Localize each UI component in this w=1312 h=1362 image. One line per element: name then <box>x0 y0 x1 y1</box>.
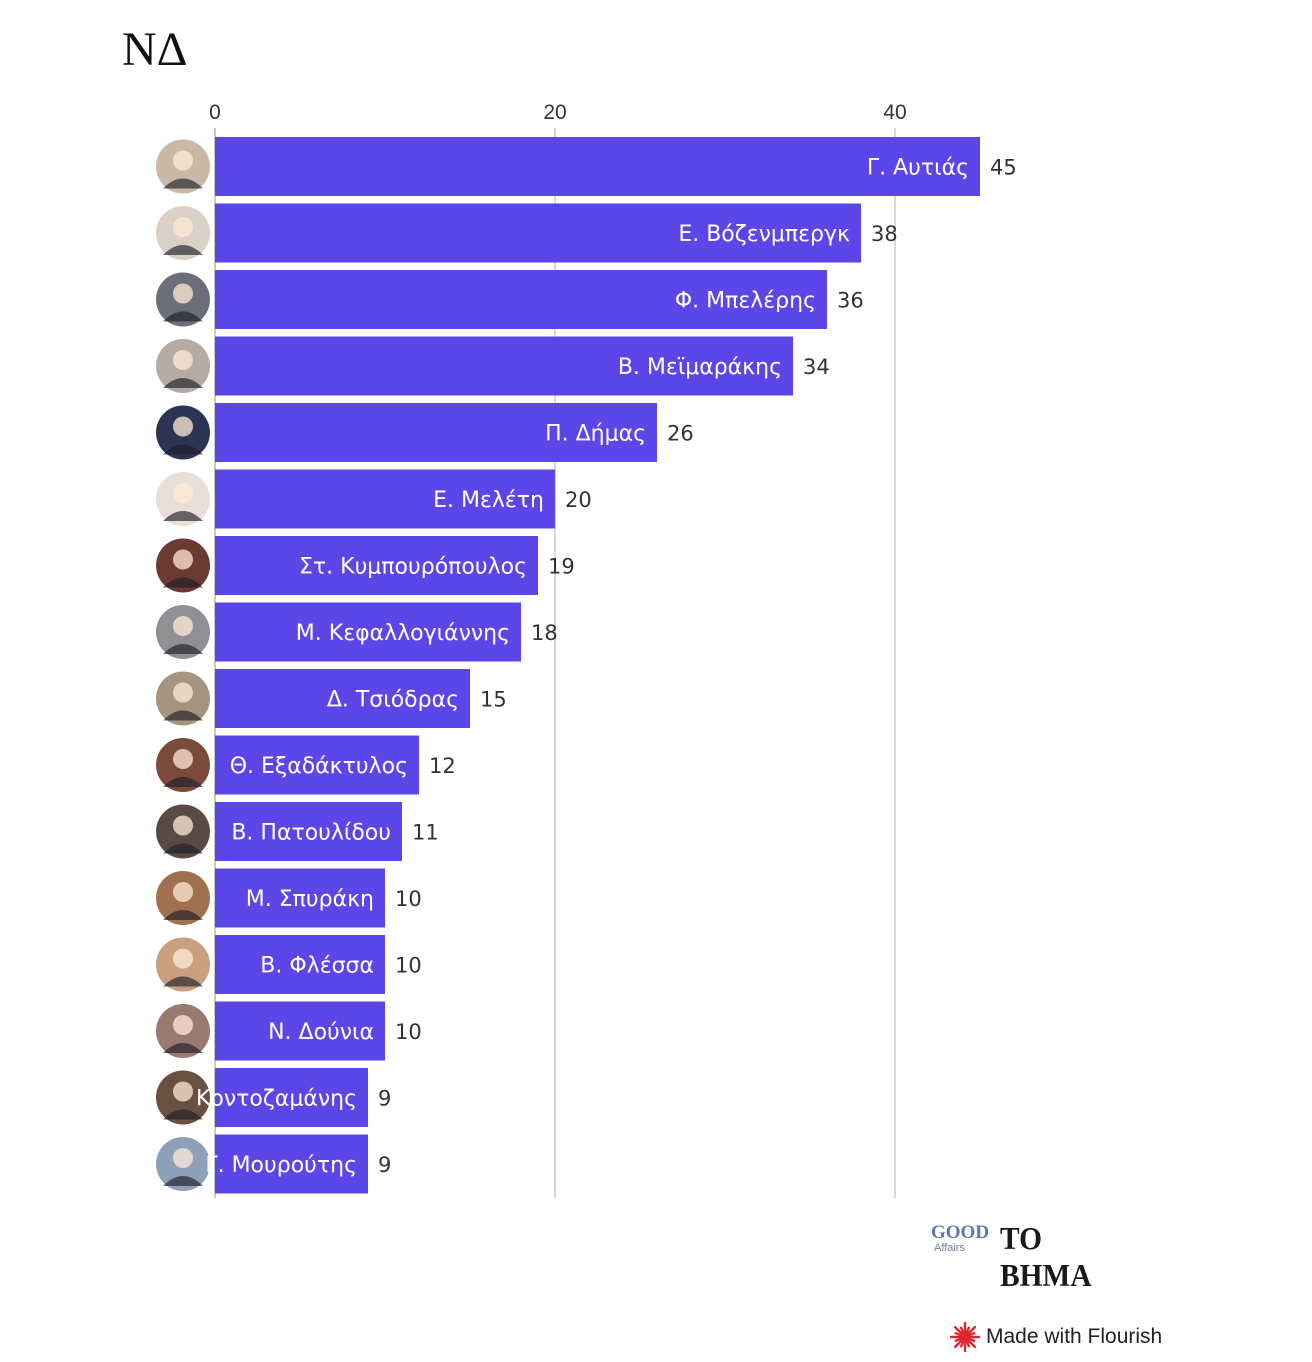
to-vima-logo: ΤΟ ΒΗΜΑ <box>1000 1220 1092 1293</box>
bar-value-label: 9 <box>378 1153 391 1177</box>
avatar <box>156 206 210 260</box>
avatar <box>156 937 210 992</box>
bar-value-label: 11 <box>412 821 439 845</box>
bar-name-label: Ε. Βόζενμπεργκ <box>678 222 850 247</box>
bar-value-label: 10 <box>395 1020 422 1044</box>
avatar <box>156 738 210 792</box>
avatar <box>156 804 210 859</box>
bar <box>215 669 470 728</box>
bar-value-label: 12 <box>429 754 456 778</box>
x-axis-ticks: 0 20 40 <box>209 101 907 124</box>
bar-value-label: 26 <box>667 422 694 446</box>
bar-value-label: 45 <box>990 156 1017 180</box>
avatar <box>156 605 210 659</box>
bar <box>215 802 402 861</box>
bar-name-label: Ν. Δούνια <box>268 1020 374 1045</box>
bar <box>215 1068 368 1127</box>
avatar <box>156 272 210 327</box>
bar-value-label: 19 <box>548 555 575 579</box>
bar-name-label: Γ. Αυτιάς <box>867 156 969 181</box>
avatar <box>156 538 210 593</box>
avatar <box>156 472 210 526</box>
bar-name-label: Στ. Κυμπουρόπουλος <box>299 555 527 580</box>
bar <box>215 868 385 928</box>
x-tick-label: 40 <box>883 101 906 124</box>
bar-value-label: 9 <box>378 1087 391 1111</box>
made-with-flourish-link[interactable]: Made with Flourish <box>950 1322 1162 1352</box>
bar-value-label: 10 <box>395 954 422 978</box>
bar-chart: 0 20 40 Γ. Αυτιάς 45 Ε. Βόζενμπεργκ 38 Φ. Μπελ… <box>156 101 1017 1198</box>
avatar <box>156 139 210 194</box>
avatars <box>156 139 210 1191</box>
bar <box>215 403 657 462</box>
bar-value-label: 36 <box>837 289 864 313</box>
x-tick-label: 0 <box>209 101 221 124</box>
avatar <box>156 871 210 925</box>
bar <box>215 203 861 263</box>
bar <box>215 602 521 662</box>
bar-name-label: Β. Φλέσσα <box>260 954 374 979</box>
avatar <box>156 671 210 726</box>
bar-value-label: 20 <box>565 488 592 512</box>
bar-name-label: Δ. Τσιόδρας <box>327 688 459 713</box>
bar <box>215 935 385 994</box>
good-affairs-word: GOOD <box>931 1222 990 1243</box>
bar <box>215 137 980 196</box>
bar <box>215 270 827 329</box>
flourish-icon <box>950 1322 980 1352</box>
bar-value-label: 34 <box>803 355 830 379</box>
bar-name-label: Γ. Μουρούτης <box>205 1153 357 1178</box>
avatar <box>156 405 210 460</box>
bar-name-label: Π. Δήμας <box>545 422 646 447</box>
x-tick-label: 20 <box>543 101 566 124</box>
bar-name-label: Β. Μεϊμαράκης <box>618 355 782 380</box>
flourish-text: Made with Flourish <box>986 1325 1163 1348</box>
avatar <box>156 1070 210 1125</box>
good-affairs-logo: GOOD Affairs <box>930 1222 990 1262</box>
bar-name-label: Φ. Μπελέρης <box>675 289 816 314</box>
avatar <box>156 339 210 393</box>
bar-value-label: 15 <box>480 688 507 712</box>
good-affairs-sub: Affairs <box>934 1242 965 1254</box>
bar <box>215 1134 368 1194</box>
avatar <box>156 1004 210 1058</box>
bar-name-label: Μ. Κεφαλλογιάννης <box>296 621 510 646</box>
bar <box>215 536 538 595</box>
bar <box>215 735 419 795</box>
chart-title: ΝΔ <box>122 23 188 76</box>
bar-value-label: 18 <box>531 621 558 645</box>
bar-name-label: Μ. Σπυράκη <box>246 887 374 912</box>
bar-name-label: Κοντοζαμάνης <box>196 1087 357 1112</box>
bars: Γ. Αυτιάς 45 Ε. Βόζενμπεργκ 38 Φ. Μπελέρης 36… <box>196 137 1017 1194</box>
publisher-logos: GOOD Affairs ΤΟ ΒΗΜΑ <box>930 1218 1140 1293</box>
bar <box>215 1001 385 1061</box>
bar <box>215 469 555 529</box>
bar-value-label: 38 <box>871 222 898 246</box>
bar-name-label: Θ. Εξαδάκτυλος <box>230 754 408 779</box>
bar-name-label: Β. Πατουλίδου <box>231 821 391 846</box>
bar <box>215 336 793 396</box>
avatar <box>156 1137 210 1191</box>
bar-value-label: 10 <box>395 887 422 911</box>
bar-name-label: Ε. Μελέτη <box>433 488 544 513</box>
